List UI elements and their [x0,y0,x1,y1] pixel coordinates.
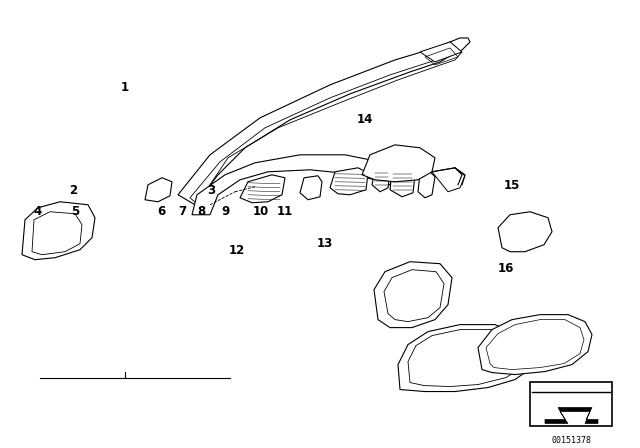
Text: 9: 9 [221,205,229,218]
Polygon shape [420,42,462,62]
Text: 14: 14 [356,113,373,126]
Text: 15: 15 [504,179,520,192]
Bar [530,382,612,426]
Text: 5: 5 [72,205,79,218]
Text: 16: 16 [497,262,514,275]
Polygon shape [330,168,368,195]
Polygon shape [374,262,452,327]
Text: 13: 13 [317,237,333,250]
Text: 3: 3 [207,184,215,197]
Polygon shape [545,408,598,423]
Text: 11: 11 [276,205,293,218]
Text: 10: 10 [253,205,269,218]
Polygon shape [178,38,470,205]
Polygon shape [300,176,322,200]
Polygon shape [372,168,390,192]
Polygon shape [418,172,435,198]
Text: 4: 4 [33,205,41,218]
Text: 8: 8 [198,205,205,218]
Polygon shape [498,212,552,252]
Polygon shape [240,175,285,203]
Text: 1: 1 [121,81,129,94]
Text: 6: 6 [157,205,165,218]
Text: 00151378: 00151378 [551,436,591,445]
Polygon shape [362,145,435,182]
Polygon shape [145,178,172,202]
Polygon shape [390,170,415,197]
Text: 2: 2 [70,184,77,197]
Text: 12: 12 [228,244,245,257]
Polygon shape [22,202,95,260]
Polygon shape [398,325,535,392]
Polygon shape [478,314,592,375]
Polygon shape [192,155,395,215]
Text: 7: 7 [179,205,186,218]
